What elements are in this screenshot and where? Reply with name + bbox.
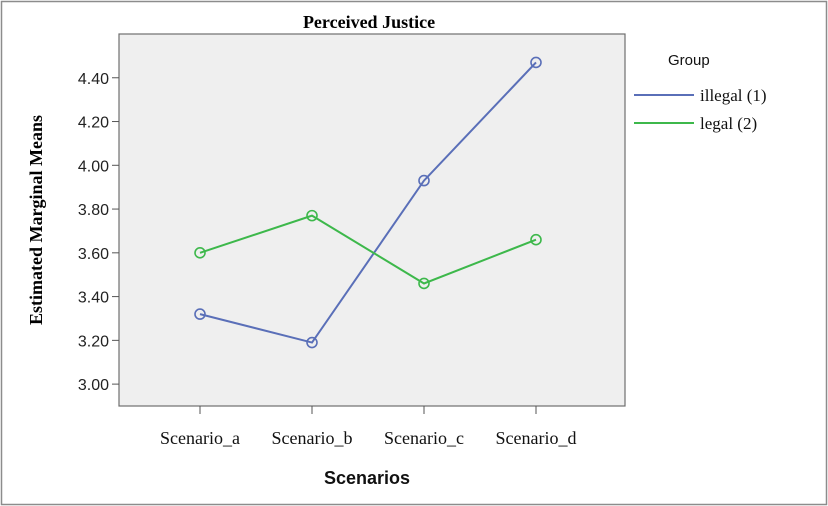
y-axis-title: Estimated Marginal Means <box>26 115 46 325</box>
legend: Group illegal (1) legal (2) <box>634 52 767 133</box>
x-tick-label: Scenario_c <box>384 428 464 448</box>
x-tick-label: Scenario_b <box>272 428 353 448</box>
y-tick-label: 4.20 <box>78 115 109 132</box>
data-point <box>418 174 430 187</box>
series-group <box>194 56 542 349</box>
x-axis-title: Scenarios <box>324 468 410 488</box>
y-tick-label: 4.00 <box>78 158 109 175</box>
y-axis: 3.00 3.20 3.40 3.60 3.80 4.00 4.20 4.40 <box>78 71 119 394</box>
x-tick-label: Scenario_d <box>496 428 577 448</box>
y-tick-label: 3.20 <box>78 333 109 350</box>
y-tick-label: 3.00 <box>78 377 109 394</box>
series-line-2 <box>199 214 537 285</box>
data-point <box>306 336 318 349</box>
series-line-1 <box>199 61 537 344</box>
data-point <box>194 247 206 259</box>
x-axis: Scenario_a Scenario_b Scenario_c Scenario_d <box>160 406 576 448</box>
data-point <box>194 308 206 320</box>
data-point <box>418 277 430 290</box>
data-point <box>530 56 542 69</box>
y-tick-label: 4.40 <box>78 71 109 88</box>
y-tick-label: 3.80 <box>78 202 109 219</box>
legend-title: Group <box>668 52 710 69</box>
plot-area <box>118 33 626 407</box>
chart-title: Perceived Justice <box>303 12 435 32</box>
x-tick-label: Scenario_a <box>160 428 240 448</box>
data-point <box>306 209 318 222</box>
legend-label: illegal (1) <box>700 86 767 105</box>
data-point <box>530 233 542 246</box>
y-tick-label: 3.40 <box>78 290 109 307</box>
y-tick-label: 3.60 <box>78 246 109 263</box>
legend-label: legal (2) <box>700 114 757 133</box>
